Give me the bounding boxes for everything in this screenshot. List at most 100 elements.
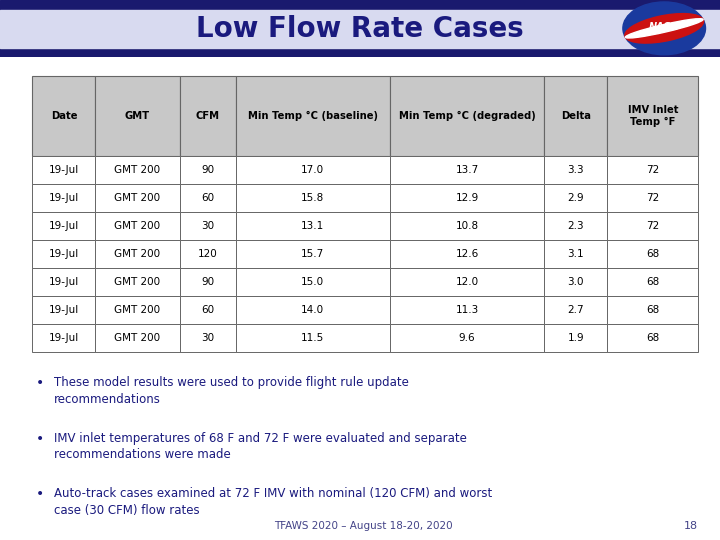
- Text: 15.7: 15.7: [301, 249, 325, 259]
- Bar: [96, 156, 179, 184]
- Bar: [390, 296, 544, 324]
- Text: TFAWS 2020 – August 18-20, 2020: TFAWS 2020 – August 18-20, 2020: [274, 521, 452, 530]
- Bar: [607, 324, 698, 352]
- Bar: [32, 212, 96, 240]
- Text: 15.0: 15.0: [301, 277, 325, 287]
- Text: CFM: CFM: [196, 111, 220, 121]
- Text: 68: 68: [647, 305, 660, 315]
- Text: •: •: [35, 376, 44, 390]
- Text: 60: 60: [201, 193, 215, 203]
- Bar: [96, 76, 179, 156]
- Text: GMT: GMT: [125, 111, 150, 121]
- Bar: [235, 76, 390, 156]
- Text: 13.7: 13.7: [456, 165, 479, 175]
- Bar: [544, 268, 607, 296]
- Bar: [544, 324, 607, 352]
- Text: Min Temp °C (baseline): Min Temp °C (baseline): [248, 111, 378, 121]
- Bar: [0, 10, 720, 48]
- Text: 60: 60: [201, 305, 215, 315]
- Bar: [179, 324, 235, 352]
- Bar: [544, 296, 607, 324]
- Bar: [390, 76, 544, 156]
- Text: 90: 90: [201, 277, 215, 287]
- Text: 17.0: 17.0: [301, 165, 325, 175]
- Bar: [544, 240, 607, 268]
- Bar: [607, 240, 698, 268]
- Text: 68: 68: [647, 249, 660, 259]
- Text: 15.8: 15.8: [301, 193, 325, 203]
- Bar: [0, 0, 720, 10]
- Bar: [179, 156, 235, 184]
- Bar: [96, 212, 179, 240]
- Ellipse shape: [626, 19, 703, 38]
- Bar: [235, 240, 390, 268]
- Text: 68: 68: [647, 333, 660, 343]
- Text: 1.9: 1.9: [567, 333, 584, 343]
- Text: 11.3: 11.3: [456, 305, 479, 315]
- Text: 2.9: 2.9: [567, 193, 584, 203]
- Text: 19-Jul: 19-Jul: [49, 277, 79, 287]
- Text: Min Temp °C (degraded): Min Temp °C (degraded): [399, 111, 536, 121]
- Text: 18: 18: [684, 521, 698, 530]
- Bar: [32, 296, 96, 324]
- Bar: [544, 184, 607, 212]
- Bar: [96, 184, 179, 212]
- Text: Date: Date: [50, 111, 77, 121]
- Bar: [32, 240, 96, 268]
- Bar: [235, 324, 390, 352]
- Text: GMT 200: GMT 200: [114, 277, 161, 287]
- Text: Auto-track cases examined at 72 F IMV with nominal (120 CFM) and worst
case (30 : Auto-track cases examined at 72 F IMV wi…: [54, 487, 492, 517]
- Text: 11.5: 11.5: [301, 333, 325, 343]
- Text: 3.0: 3.0: [567, 277, 584, 287]
- Bar: [96, 296, 179, 324]
- Bar: [179, 296, 235, 324]
- Text: 13.1: 13.1: [301, 221, 325, 231]
- Text: 120: 120: [198, 249, 217, 259]
- Text: 72: 72: [647, 165, 660, 175]
- Text: 12.9: 12.9: [456, 193, 479, 203]
- Bar: [544, 76, 607, 156]
- Text: GMT 200: GMT 200: [114, 333, 161, 343]
- Text: GMT 200: GMT 200: [114, 221, 161, 231]
- Bar: [235, 296, 390, 324]
- Text: 72: 72: [647, 193, 660, 203]
- Text: GMT 200: GMT 200: [114, 305, 161, 315]
- Bar: [544, 212, 607, 240]
- Bar: [96, 240, 179, 268]
- Text: 19-Jul: 19-Jul: [49, 305, 79, 315]
- Bar: [235, 212, 390, 240]
- Text: GMT 200: GMT 200: [114, 193, 161, 203]
- Text: 10.8: 10.8: [456, 221, 479, 231]
- Bar: [179, 76, 235, 156]
- Bar: [0, 48, 720, 57]
- Text: •: •: [35, 487, 44, 501]
- Bar: [235, 156, 390, 184]
- Bar: [32, 156, 96, 184]
- Text: 19-Jul: 19-Jul: [49, 193, 79, 203]
- Bar: [235, 184, 390, 212]
- Bar: [390, 324, 544, 352]
- Text: 19-Jul: 19-Jul: [49, 165, 79, 175]
- Text: 72: 72: [647, 221, 660, 231]
- Bar: [390, 240, 544, 268]
- Bar: [390, 184, 544, 212]
- Ellipse shape: [623, 2, 706, 55]
- Bar: [544, 156, 607, 184]
- Bar: [179, 268, 235, 296]
- Ellipse shape: [625, 14, 703, 43]
- Bar: [179, 184, 235, 212]
- Text: 19-Jul: 19-Jul: [49, 221, 79, 231]
- Text: 14.0: 14.0: [301, 305, 325, 315]
- Text: 2.3: 2.3: [567, 221, 584, 231]
- Text: These model results were used to provide flight rule update
recommendations: These model results were used to provide…: [54, 376, 409, 406]
- Text: 2.7: 2.7: [567, 305, 584, 315]
- Text: 90: 90: [201, 165, 215, 175]
- Text: GMT 200: GMT 200: [114, 249, 161, 259]
- Text: IMV Inlet
Temp °F: IMV Inlet Temp °F: [628, 105, 678, 127]
- Text: 3.3: 3.3: [567, 165, 584, 175]
- Text: NASA: NASA: [649, 22, 679, 32]
- Bar: [179, 212, 235, 240]
- Text: 12.0: 12.0: [456, 277, 479, 287]
- Text: 30: 30: [201, 221, 215, 231]
- Bar: [179, 240, 235, 268]
